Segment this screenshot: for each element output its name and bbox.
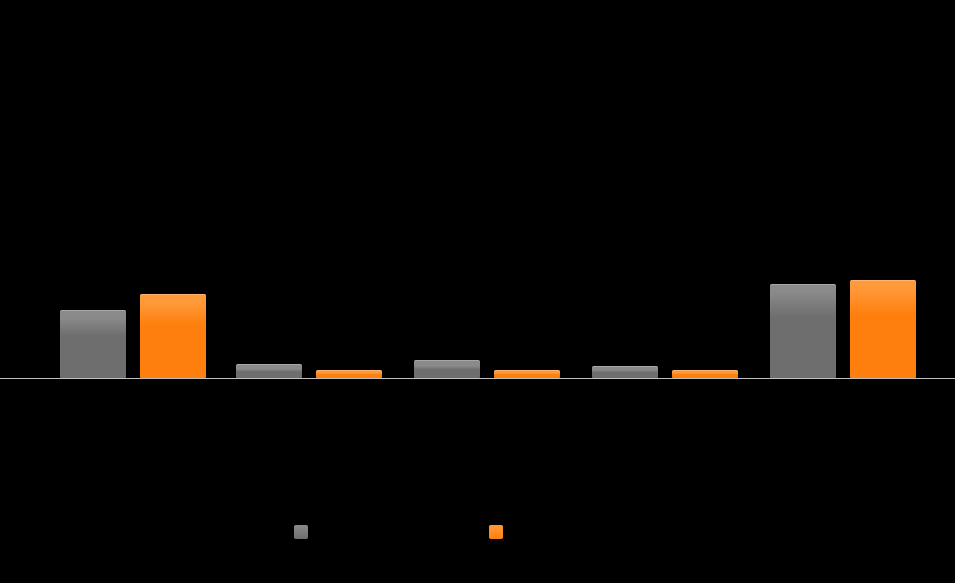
- legend-swatch: [489, 525, 503, 539]
- bar: [60, 310, 126, 378]
- legend-item: [489, 525, 503, 539]
- bar: [672, 370, 738, 378]
- bar: [414, 360, 480, 378]
- x-axis: [0, 378, 955, 379]
- bar: [316, 370, 382, 378]
- bar: [236, 364, 302, 378]
- bar: [140, 294, 206, 378]
- bar: [850, 280, 916, 378]
- bar: [592, 366, 658, 378]
- legend-swatch: [294, 525, 308, 539]
- bar: [494, 370, 560, 378]
- bar: [770, 284, 836, 378]
- legend-item: [294, 525, 308, 539]
